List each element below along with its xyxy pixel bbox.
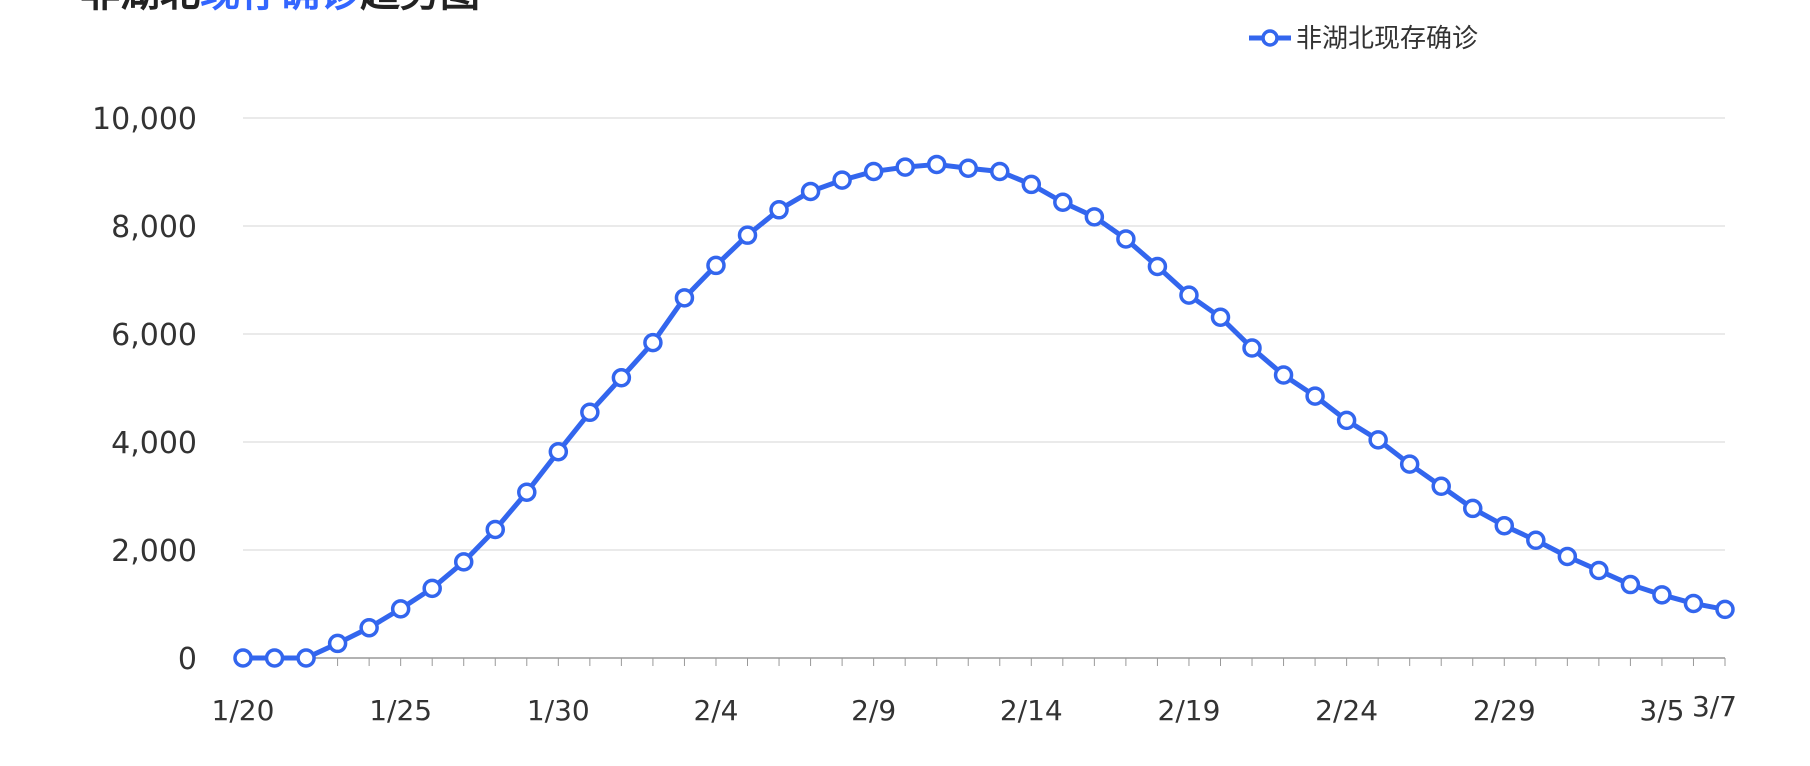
data-point[interactable] [1273,365,1294,385]
data-point[interactable] [1084,207,1105,227]
y-tick-label: 2,000 [111,534,197,569]
chart-title-text: 非湖北现存确诊趋势图 [80,0,480,16]
y-tick-label: 10,000 [92,102,197,137]
data-point[interactable] [1431,476,1451,497]
legend-label: 非湖北现存确诊 [1296,24,1478,54]
series-group [233,154,1735,668]
data-point[interactable] [296,648,316,668]
x-tick-label: 2/9 [851,694,896,727]
data-point[interactable] [895,157,915,177]
chart-title-part-2: 趋势图 [360,0,480,16]
x-tick-label: 2/19 [1158,694,1221,727]
data-point[interactable] [359,618,379,638]
data-point[interactable] [643,332,663,353]
data-point[interactable] [1526,530,1546,551]
data-point[interactable] [1242,338,1262,358]
data-point[interactable] [674,288,695,308]
y-axis-labels: 0 2,000 4,000 6,000 8,000 10,000 [92,102,197,677]
data-point[interactable] [1683,593,1704,614]
data-point[interactable] [264,648,285,668]
x-tick-label: 3/7 [1692,690,1737,723]
chart-title-part-1: 现存确诊 [200,0,361,16]
x-tick-label: 3/5 [1639,694,1684,727]
data-point[interactable] [1305,386,1325,406]
data-point[interactable] [1589,560,1609,581]
chart-title: 非湖北现存确诊趋势图 [80,0,480,16]
data-point[interactable] [485,519,506,540]
data-point[interactable] [1021,174,1042,195]
data-point[interactable] [958,158,978,178]
data-point[interactable] [1715,599,1735,620]
data-point[interactable] [517,482,537,502]
x-tick-label: 1/25 [369,694,432,727]
data-point[interactable] [1179,285,1199,305]
x-tick-label: 2/24 [1315,694,1378,727]
x-axis: 1/20 1/25 1/30 2/4 2/9 2/14 2/19 2/24 2/29 3/5 3/7 [212,658,1737,727]
data-point[interactable] [233,648,253,668]
data-point[interactable] [832,170,852,190]
data-point[interactable] [706,255,726,276]
data-point[interactable] [1652,585,1672,605]
data-point[interactable] [1620,574,1641,595]
data-point[interactable] [548,441,569,462]
data-point[interactable] [1368,430,1388,450]
x-tick-label: 1/30 [527,694,590,727]
data-point[interactable] [1336,410,1357,431]
data-point[interactable] [422,578,442,599]
data-point[interactable] [1053,192,1073,212]
data-point[interactable] [390,599,411,619]
data-point[interactable] [1210,307,1231,328]
data-point[interactable] [1399,454,1420,474]
data-point[interactable] [1557,546,1578,567]
legend-dot-marker [1261,29,1279,47]
data-point[interactable] [926,154,947,175]
grid-lines [243,117,1725,659]
data-point[interactable] [1147,256,1168,277]
data-point[interactable] [1116,229,1136,249]
data-point[interactable] [453,552,474,572]
y-tick-label: 6,000 [111,318,197,353]
data-point[interactable] [769,200,789,220]
data-point[interactable] [863,161,884,182]
y-tick-label: 8,000 [111,210,197,245]
x-tick-label: 2/29 [1473,694,1536,727]
data-point[interactable] [611,367,632,388]
x-tick-label: 2/14 [1000,694,1063,727]
data-point[interactable] [327,633,348,654]
data-point[interactable] [580,402,600,423]
data-point[interactable] [1462,498,1483,519]
data-point[interactable] [990,161,1010,182]
series-line [240,161,1728,661]
x-tick-label: 1/20 [212,694,275,727]
legend: 非湖北现存确诊 [1249,24,1478,54]
chart-title-part-0: 非湖北 [80,0,200,16]
data-point[interactable] [1494,515,1515,536]
data-point[interactable] [737,225,758,245]
y-tick-label: 0 [178,642,197,677]
y-tick-label: 4,000 [111,426,197,461]
data-point[interactable] [800,181,821,202]
x-tick-label: 2/4 [693,694,738,727]
